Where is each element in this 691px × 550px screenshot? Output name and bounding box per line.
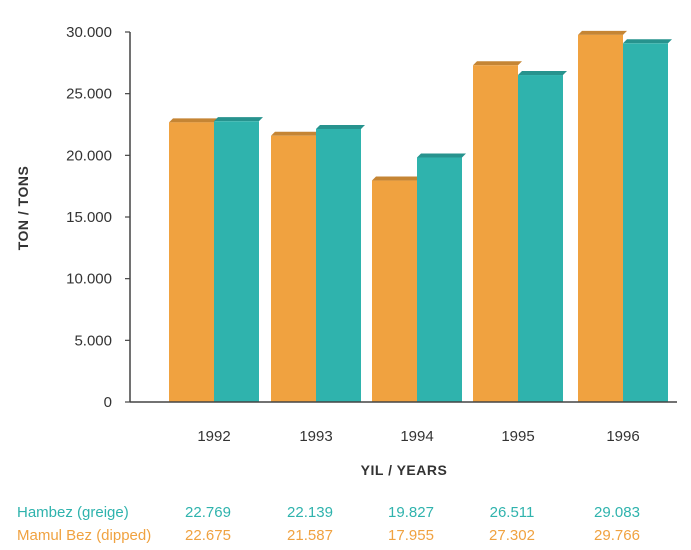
y-tick-label: 30.000 [66, 24, 112, 41]
x-tick-label: 1995 [501, 428, 534, 445]
y-tick-label: 15.000 [66, 209, 112, 226]
y-tick-label: 20.000 [66, 147, 112, 164]
bar-mamul-bez-dipped-1995 [473, 65, 518, 402]
table-value: 21.587 [287, 527, 333, 544]
series-label: Hambez (greige) [17, 504, 129, 521]
bar-chart: 0 5.000 10.000 15.000 20.000 25.000 30.000 199… [15, 24, 677, 478]
bar-mamul-bez-dipped-1992 [169, 122, 214, 402]
bar-top-mamul-bez-dipped-1993 [271, 131, 320, 136]
y-tick-labels: 0 5.000 10.000 15.000 20.000 25.000 30.000 [66, 24, 112, 411]
bar-hambez-greige-1995 [518, 75, 563, 402]
y-tick-label: 10.000 [66, 271, 112, 288]
y-tick-label: 5.000 [74, 332, 112, 349]
bar-top-hambez-greige-1995 [518, 71, 567, 76]
table-value: 29.083 [594, 504, 640, 521]
bar-top-hambez-greige-1994 [417, 153, 466, 158]
bar-mamul-bez-dipped-1993 [271, 135, 316, 403]
axes [125, 31, 677, 403]
x-tick-label: 1993 [299, 428, 332, 445]
x-tick-labels: 1992 1993 1994 1995 1996 [197, 428, 639, 445]
table-value: 29.766 [594, 527, 640, 544]
x-tick-label: 1992 [197, 428, 230, 445]
y-tick-label: 25.000 [66, 86, 112, 103]
bar-hambez-greige-1993 [316, 128, 361, 402]
bar-top-hambez-greige-1992 [214, 117, 263, 122]
x-axis-title: YIL / YEARS [361, 462, 448, 478]
table-value: 17.955 [388, 527, 434, 544]
bar-top-mamul-bez-dipped-1994 [372, 176, 421, 181]
table-value: 22.139 [287, 504, 333, 521]
bar-hambez-greige-1992 [214, 121, 259, 402]
bar-top-mamul-bez-dipped-1996 [578, 30, 627, 35]
y-tick-label: 0 [104, 394, 112, 411]
bar-top-mamul-bez-dipped-1995 [473, 61, 522, 66]
bar-group [169, 30, 672, 403]
bar-mamul-bez-dipped-1994 [372, 180, 417, 402]
table-value: 26.511 [489, 504, 535, 521]
table-value: 22.675 [185, 527, 231, 544]
table-row: Hambez (greige) 22.769 22.139 19.827 26.511 2… [0, 504, 691, 526]
bar-top-mamul-bez-dipped-1992 [169, 118, 218, 123]
table-row: Mamul Bez (dipped) 22.675 21.587 17.955 27.3… [0, 527, 691, 549]
y-axis-title: TON / TONS [15, 166, 31, 251]
table-value: 27.302 [489, 527, 535, 544]
bar-top-hambez-greige-1996 [623, 39, 672, 44]
table-value: 22.769 [185, 504, 231, 521]
bar-hambez-greige-1994 [417, 157, 462, 402]
series-label: Mamul Bez (dipped) [17, 527, 152, 544]
x-tick-label: 1994 [400, 428, 433, 445]
bar-top-hambez-greige-1993 [316, 124, 365, 129]
x-tick-label: 1996 [606, 428, 639, 445]
bar-mamul-bez-dipped-1996 [578, 34, 623, 403]
bar-hambez-greige-1996 [623, 43, 668, 403]
table-value: 19.827 [388, 504, 434, 521]
